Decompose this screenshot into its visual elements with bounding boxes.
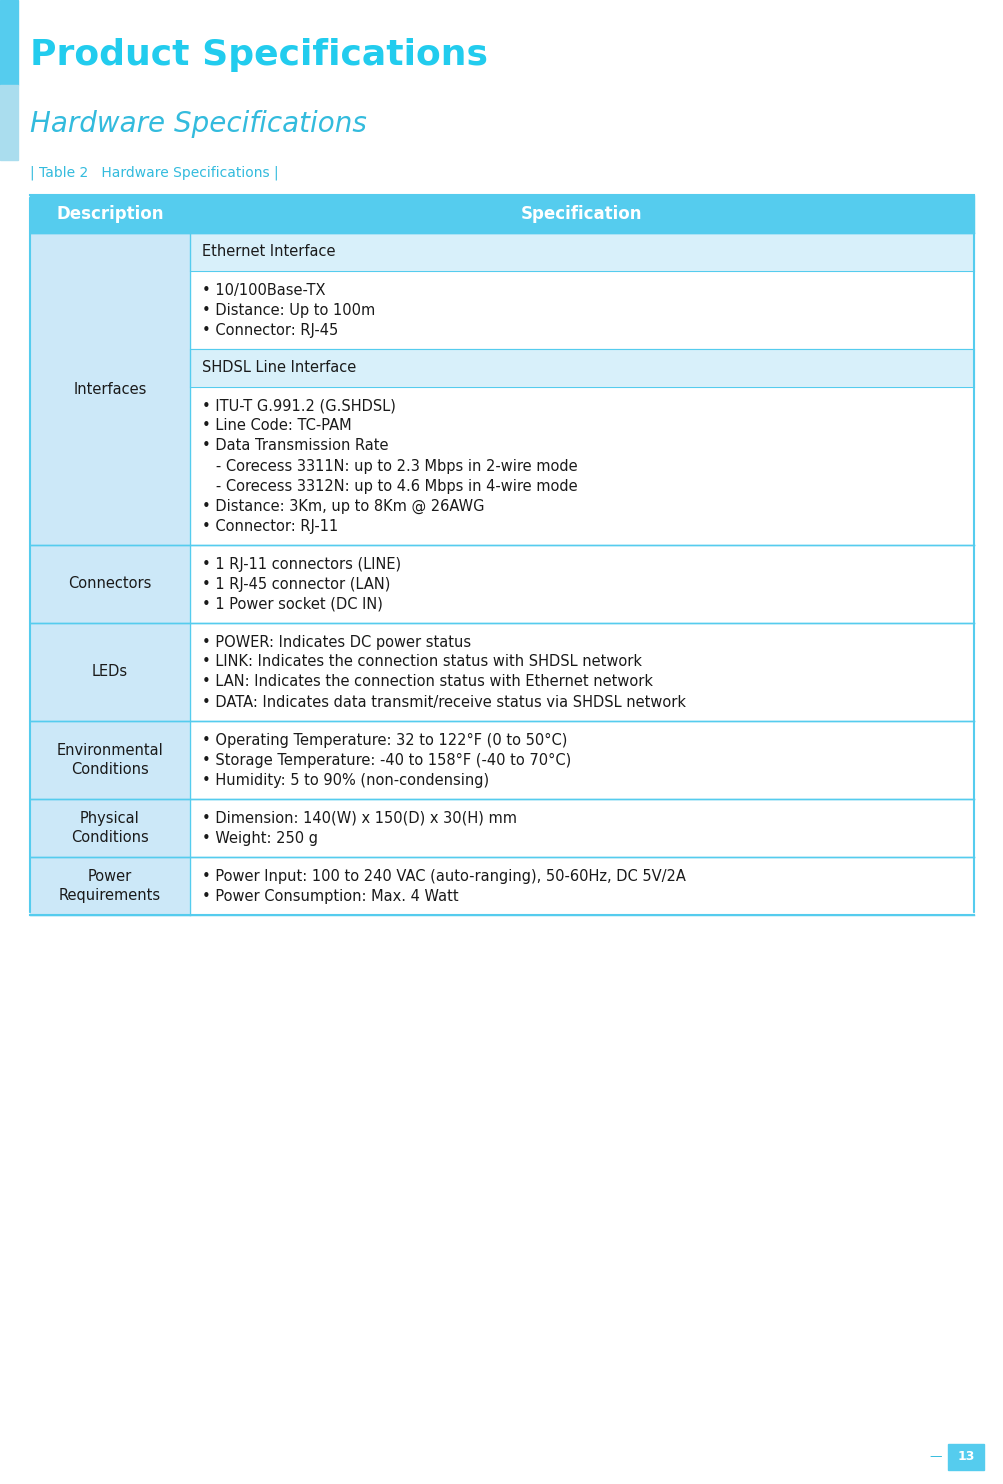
Text: • Connector: RJ-11: • Connector: RJ-11: [202, 518, 338, 534]
Text: • Distance: Up to 100m: • Distance: Up to 100m: [202, 303, 375, 318]
Bar: [190, 856, 973, 916]
Text: • LINK: Indicates the connection status with SHDSL network: • LINK: Indicates the connection status …: [202, 654, 641, 669]
Bar: [947, 1444, 983, 1471]
Bar: [30, 856, 190, 916]
Text: • Dimension: 140(W) x 150(D) x 30(H) mm: • Dimension: 140(W) x 150(D) x 30(H) mm: [202, 810, 517, 825]
Bar: [190, 233, 973, 272]
Text: Connectors: Connectors: [68, 576, 151, 592]
Text: • Data Transmission Rate: • Data Transmission Rate: [202, 438, 388, 454]
Text: • Storage Temperature: -40 to 158°F (-40 to 70°C): • Storage Temperature: -40 to 158°F (-40…: [202, 752, 571, 767]
Text: • Power Input: 100 to 240 VAC (auto-ranging), 50-60Hz, DC 5V/2A: • Power Input: 100 to 240 VAC (auto-rang…: [202, 868, 685, 883]
Bar: [30, 798, 190, 856]
Text: 13: 13: [956, 1450, 974, 1463]
Text: Product Specifications: Product Specifications: [30, 39, 487, 73]
Bar: [190, 387, 973, 545]
Text: | Table 2   Hardware Specifications |: | Table 2 Hardware Specifications |: [30, 165, 279, 180]
Bar: [190, 272, 973, 349]
Bar: [0, 85, 18, 160]
Text: • DATA: Indicates data transmit/receive status via SHDSL network: • DATA: Indicates data transmit/receive …: [202, 695, 685, 709]
Text: - Corecess 3311N: up to 2.3 Mbps in 2-wire mode: - Corecess 3311N: up to 2.3 Mbps in 2-wi…: [202, 459, 577, 473]
Bar: [30, 623, 190, 721]
Text: Description: Description: [56, 205, 163, 223]
Text: • Distance: 3Km, up to 8Km @ 26AWG: • Distance: 3Km, up to 8Km @ 26AWG: [202, 499, 484, 513]
Text: • Connector: RJ-45: • Connector: RJ-45: [202, 322, 338, 337]
Text: • Power Consumption: Max. 4 Watt: • Power Consumption: Max. 4 Watt: [202, 889, 458, 904]
Text: Environmental
Conditions: Environmental Conditions: [56, 742, 163, 778]
Bar: [190, 349, 973, 387]
Text: • Line Code: TC-PAM: • Line Code: TC-PAM: [202, 418, 351, 433]
Text: • Weight: 250 g: • Weight: 250 g: [202, 831, 318, 846]
Text: • 1 RJ-45 connector (LAN): • 1 RJ-45 connector (LAN): [202, 576, 390, 592]
Bar: [30, 194, 973, 233]
Bar: [30, 233, 190, 545]
Bar: [190, 545, 973, 623]
Bar: [190, 798, 973, 856]
Text: Specification: Specification: [521, 205, 642, 223]
Text: LEDs: LEDs: [92, 665, 128, 680]
Bar: [190, 623, 973, 721]
Text: • Operating Temperature: 32 to 122°F (0 to 50°C): • Operating Temperature: 32 to 122°F (0 …: [202, 733, 567, 748]
Text: • POWER: Indicates DC power status: • POWER: Indicates DC power status: [202, 635, 470, 650]
Text: Power
Requirements: Power Requirements: [59, 868, 160, 904]
Text: • 1 RJ-11 connectors (LINE): • 1 RJ-11 connectors (LINE): [202, 556, 401, 571]
Text: • 1 Power socket (DC IN): • 1 Power socket (DC IN): [202, 597, 382, 611]
Text: • ITU-T G.991.2 (G.SHDSL): • ITU-T G.991.2 (G.SHDSL): [202, 399, 395, 414]
Text: SHDSL Line Interface: SHDSL Line Interface: [202, 361, 356, 375]
Bar: [0, 0, 18, 85]
Bar: [190, 721, 973, 798]
Text: • 10/100Base-TX: • 10/100Base-TX: [202, 282, 325, 297]
Text: • LAN: Indicates the connection status with Ethernet network: • LAN: Indicates the connection status w…: [202, 675, 652, 690]
Bar: [30, 721, 190, 798]
Text: - Corecess 3312N: up to 4.6 Mbps in 4-wire mode: - Corecess 3312N: up to 4.6 Mbps in 4-wi…: [202, 478, 577, 494]
Text: • Humidity: 5 to 90% (non-condensing): • Humidity: 5 to 90% (non-condensing): [202, 773, 488, 788]
Bar: [30, 545, 190, 623]
Text: Physical
Conditions: Physical Conditions: [71, 810, 148, 846]
Text: Hardware Specifications: Hardware Specifications: [30, 110, 366, 138]
Text: Interfaces: Interfaces: [73, 381, 146, 396]
Text: Ethernet Interface: Ethernet Interface: [202, 245, 335, 260]
Text: —: —: [929, 1450, 941, 1463]
